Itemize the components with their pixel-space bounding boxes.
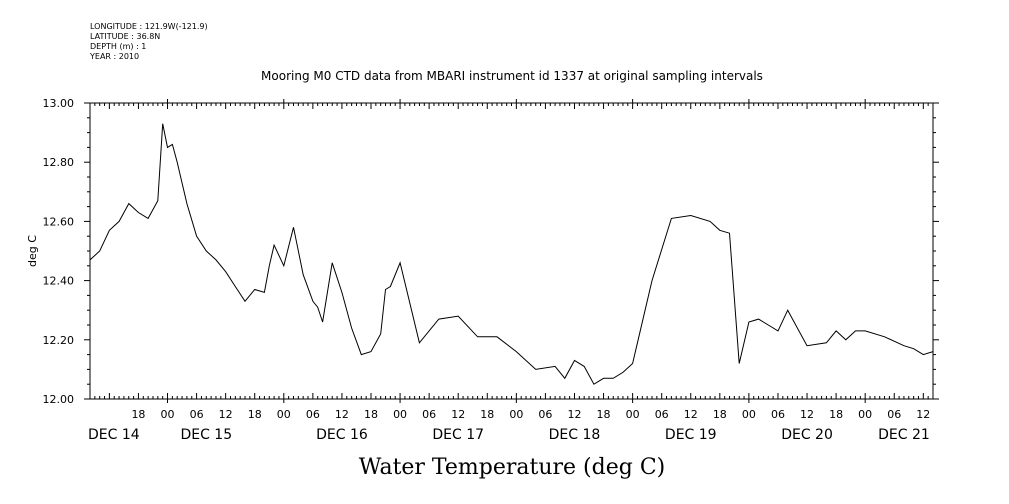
y-tick-label: 12.40 [43, 275, 75, 288]
x-hour-label: 06 [422, 408, 436, 421]
x-hour-label: 00 [742, 408, 756, 421]
x-hour-label: 12 [451, 408, 465, 421]
latitude-label: LATITUDE : 36.8N [90, 32, 161, 41]
chart-title: Mooring M0 CTD data from MBARI instrumen… [261, 69, 763, 83]
x-hour-label: 18 [597, 408, 611, 421]
station-metadata: LONGITUDE : 121.9W(-121.9) LATITUDE : 36… [90, 22, 208, 62]
x-hour-label: 12 [567, 408, 581, 421]
x-hour-label: 00 [858, 408, 872, 421]
x-day-label: DEC 16 [316, 427, 368, 443]
x-day-label: DEC 18 [549, 427, 601, 443]
y-tick-label: 12.20 [43, 334, 75, 347]
x-day-label: DEC 14 [88, 427, 140, 443]
x-hour-label: 00 [626, 408, 640, 421]
year-label: YEAR : 2010 [90, 52, 140, 61]
x-hour-label: 18 [480, 408, 494, 421]
x-hour-label: 06 [655, 408, 669, 421]
longitude-label: LONGITUDE : 121.9W(-121.9) [90, 22, 208, 31]
y-tick-label: 12.00 [43, 393, 75, 406]
x-hour-label: 18 [829, 408, 843, 421]
x-hour-label: 00 [277, 408, 291, 421]
y-tick-labels: 12.00 12.20 12.40 12.60 12.80 13.00 [43, 97, 75, 406]
axis-ticks [84, 99, 939, 403]
x-hour-label: 06 [190, 408, 204, 421]
x-hour-label: 18 [713, 408, 727, 421]
x-hour-label: 12 [219, 408, 233, 421]
x-hour-label: 06 [306, 408, 320, 421]
x-axis-label: Water Temperature (deg C) [359, 455, 666, 480]
series-group [89, 123, 934, 385]
x-day-label: DEC 15 [180, 427, 232, 443]
x-hour-label: 00 [509, 408, 523, 421]
x-day-label: DEC 20 [781, 427, 833, 443]
y-axis-label: deg C [26, 235, 39, 267]
x-hour-label: 00 [393, 408, 407, 421]
x-hour-label: 00 [161, 408, 175, 421]
x-hour-label: 06 [771, 408, 785, 421]
depth-label: DEPTH (m) : 1 [90, 42, 147, 51]
x-day-label: DEC 21 [878, 427, 930, 443]
x-hour-label: 12 [684, 408, 698, 421]
x-tick-labels: 18 00 06 12 18 00 06 12 18 00 06 12 18 00 06 12 18 00 06 12… [131, 408, 930, 421]
x-hour-label: 12 [916, 408, 930, 421]
x-hour-label: 18 [364, 408, 378, 421]
x-hour-label: 18 [131, 408, 145, 421]
temperature-line [89, 123, 934, 385]
x-hour-label: 06 [887, 408, 901, 421]
x-hour-label: 12 [800, 408, 814, 421]
x-day-label: DEC 17 [432, 427, 484, 443]
day-labels: DEC 14 DEC 15 DEC 16 DEC 17 DEC 18 DEC 19 DEC … [88, 427, 930, 443]
x-hour-label: 12 [335, 408, 349, 421]
x-hour-label: 18 [248, 408, 262, 421]
x-hour-label: 06 [538, 408, 552, 421]
y-tick-label: 13.00 [43, 97, 75, 110]
plot-frame [89, 102, 934, 400]
x-day-label: DEC 19 [665, 427, 717, 443]
y-tick-label: 12.80 [43, 156, 75, 169]
y-tick-label: 12.60 [43, 215, 75, 228]
